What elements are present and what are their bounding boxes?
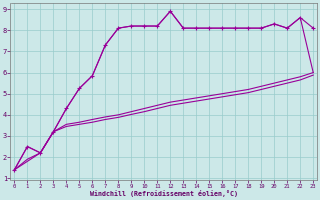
X-axis label: Windchill (Refroidissement éolien,°C): Windchill (Refroidissement éolien,°C) <box>90 190 238 197</box>
